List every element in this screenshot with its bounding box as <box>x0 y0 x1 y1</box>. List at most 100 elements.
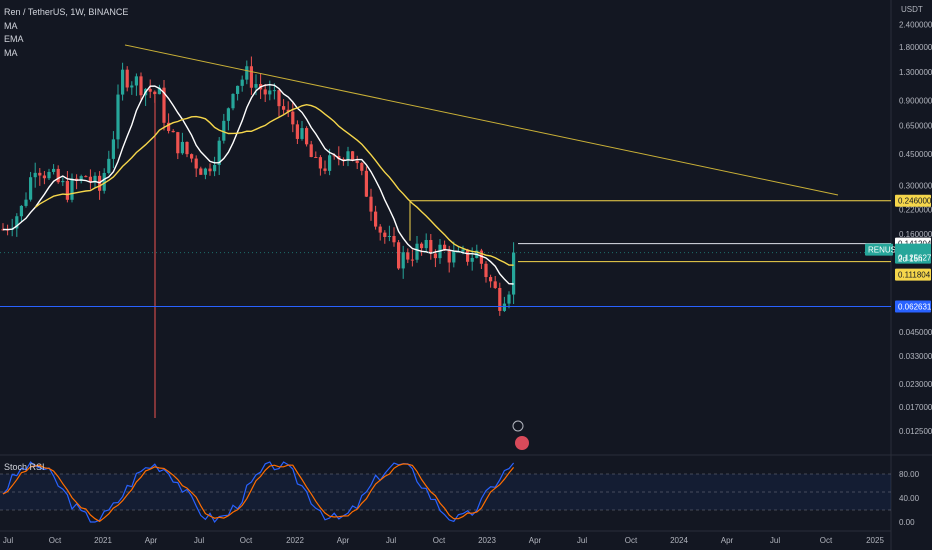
candle-body <box>318 157 322 169</box>
candle <box>240 75 244 92</box>
candle <box>88 169 92 190</box>
price-axis-tick: 0.900000 <box>899 96 932 105</box>
candle <box>139 72 143 102</box>
price-axis-tick: 0.220000 <box>899 205 932 214</box>
candle <box>314 151 318 159</box>
legend-ma-2[interactable]: MA <box>4 47 18 58</box>
candle-body <box>410 259 414 261</box>
tag-label: 0.111804 <box>898 271 931 280</box>
candle-body <box>52 168 56 172</box>
candle-body <box>300 128 304 139</box>
price-axis-tick: 0.017000 <box>899 403 932 412</box>
time-axis-tick: Jul <box>577 536 587 545</box>
candle-body <box>245 66 249 80</box>
candle <box>194 155 198 178</box>
candle <box>56 165 60 184</box>
price-axis-tick: 0.300000 <box>899 181 932 190</box>
tag-bg <box>895 194 931 207</box>
price-axis-tick: 0.012500 <box>899 427 932 436</box>
candle <box>102 168 106 194</box>
candle <box>512 242 516 305</box>
candle <box>236 85 240 101</box>
candle-body <box>116 94 120 140</box>
candle-body <box>194 158 198 169</box>
time-axis-tick: Jul <box>194 536 204 545</box>
candle-body <box>56 168 60 183</box>
stoch-rsi-title[interactable]: Stoch RSI <box>4 462 45 472</box>
candle-body <box>387 235 391 237</box>
tag-0111: 0.111804 <box>895 268 931 281</box>
time-axis-tick: Oct <box>240 536 253 545</box>
candle <box>52 164 56 175</box>
candle <box>484 261 488 283</box>
tag-bg <box>895 243 931 264</box>
price-axis-tick: 0.160000 <box>899 230 932 239</box>
stoch-tick: 0.00 <box>899 518 915 527</box>
candle <box>157 84 161 95</box>
stoch-tick: 80.00 <box>899 470 920 479</box>
price-axis-tick: 0.450000 <box>899 150 932 159</box>
candle <box>116 84 120 149</box>
candle-body <box>433 253 437 259</box>
candle-body <box>70 178 74 200</box>
candle <box>75 174 79 190</box>
candle-body <box>305 128 309 145</box>
flash-icon <box>512 420 524 432</box>
candle-body <box>167 122 171 131</box>
candle <box>277 89 281 117</box>
candle <box>148 79 152 99</box>
candle <box>226 107 230 131</box>
candle <box>295 120 299 144</box>
time-axis-tick: 2021 <box>94 536 112 545</box>
tag-label: 0.246000 <box>898 197 932 206</box>
time-axis-tick: Oct <box>820 536 833 545</box>
candle-body <box>429 240 433 254</box>
tag-bg <box>895 268 931 281</box>
descending-trendline <box>124 44 839 196</box>
candle-body <box>401 252 405 269</box>
candle <box>222 113 226 144</box>
candle-body <box>378 226 382 233</box>
legend-ema[interactable]: EMA <box>4 34 24 44</box>
legend-ma-1[interactable]: MA <box>4 20 18 31</box>
candle-body <box>443 244 447 250</box>
time-axis-tick: Oct <box>433 536 446 545</box>
candle-body <box>268 90 272 95</box>
candlestick-series <box>1 56 516 316</box>
candle <box>107 150 111 175</box>
candle-body <box>355 160 359 164</box>
candle-body <box>507 294 511 304</box>
tag-bg <box>865 243 893 256</box>
candle-body <box>374 211 378 227</box>
tag-bg <box>895 300 931 313</box>
candle-body <box>15 216 19 229</box>
candle-body <box>346 151 350 161</box>
time-axis-tick: 2024 <box>670 536 688 545</box>
candle-body <box>383 232 387 237</box>
time-axis-tick: Apr <box>337 536 350 545</box>
chart-legend: Ren / TetherUS, 1W, BINANCE MA EMA MA <box>4 6 128 60</box>
candle <box>305 126 309 147</box>
candle <box>130 81 134 95</box>
candle <box>424 233 428 252</box>
candle-body <box>153 91 157 95</box>
candle <box>125 66 129 92</box>
candle <box>466 248 470 266</box>
candle <box>231 93 235 111</box>
candle <box>291 102 295 133</box>
candle <box>121 62 125 101</box>
events-group <box>512 420 529 450</box>
candle-body <box>479 250 483 264</box>
price-axis-tick: 1.300000 <box>899 68 932 77</box>
time-axis-tick: Oct <box>625 536 638 545</box>
tag-0062: 0.062631 <box>895 300 932 313</box>
candle-body <box>134 76 138 86</box>
candle <box>420 242 424 256</box>
candle <box>199 166 203 175</box>
candle-body <box>222 120 226 141</box>
candle <box>245 60 249 85</box>
candle-body <box>213 164 217 172</box>
candle <box>300 120 304 141</box>
candle-body <box>84 176 88 178</box>
